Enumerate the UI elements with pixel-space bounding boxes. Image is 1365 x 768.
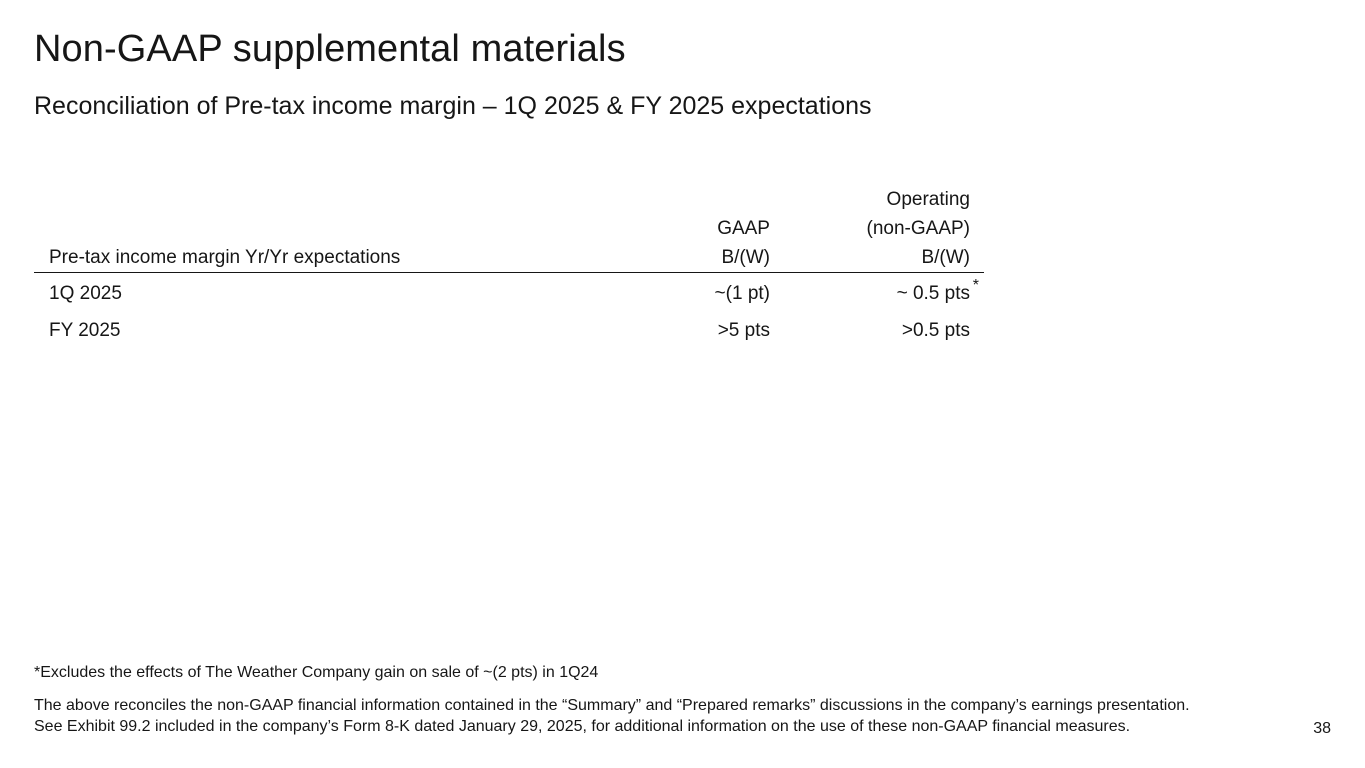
header-operating-line-1: Operating — [886, 189, 970, 210]
reconciliation-table: Pre-tax income margin Yr/Yr expectations… — [34, 186, 984, 347]
page-title: Non-GAAP supplemental materials — [34, 28, 626, 70]
row-operating-text: ~ 0.5 pts — [896, 283, 970, 304]
table-header: Pre-tax income margin Yr/Yr expectations… — [34, 186, 984, 273]
header-label: Pre-tax income margin Yr/Yr expectations — [49, 243, 400, 272]
page-subtitle: Reconciliation of Pre-tax income margin … — [34, 92, 872, 120]
row-gaap-value: ~(1 pt) — [714, 283, 770, 304]
header-label-text: Pre-tax income margin Yr/Yr expectations — [49, 247, 401, 268]
footnote-marker: * — [972, 277, 979, 294]
header-gaap-line-1: GAAP — [717, 218, 770, 239]
row-gaap-value: >5 pts — [717, 320, 770, 341]
row-operating-text: >0.5 pts — [901, 320, 970, 341]
row-operating-value: ~ 0.5 pts * — [896, 277, 979, 305]
header-operating: Operating (non-GAAP) B/(W) — [867, 185, 970, 272]
footnote: *Excludes the effects of The Weather Com… — [34, 664, 599, 681]
table-row-1q-2025: 1Q 2025 ~(1 pt) ~ 0.5 pts * — [34, 273, 984, 310]
table-row-fy-2025: FY 2025 >5 pts >0.5 pts — [34, 310, 984, 347]
row-label: 1Q 2025 — [49, 283, 122, 304]
disclaimer: The above reconciles the non-GAAP financ… — [34, 695, 1190, 737]
row-label: FY 2025 — [49, 320, 121, 341]
page-number: 38 — [1313, 720, 1331, 737]
header-gaap: GAAP B/(W) — [717, 214, 770, 272]
header-operating-line-3: B/(W) — [921, 247, 970, 268]
header-operating-line-2: (non-GAAP) — [866, 218, 970, 239]
header-gaap-line-2: B/(W) — [721, 247, 770, 268]
disclaimer-line-2: See Exhibit 99.2 included in the company… — [34, 718, 1131, 735]
row-operating-value: >0.5 pts — [902, 320, 970, 342]
disclaimer-line-1: The above reconciles the non-GAAP financ… — [34, 697, 1190, 714]
